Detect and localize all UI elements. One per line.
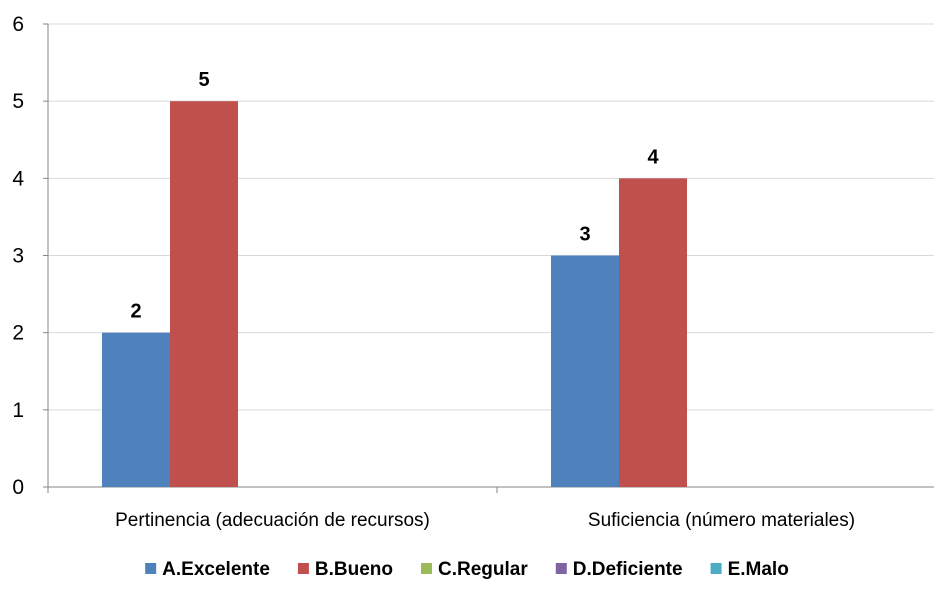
y-tick-label: 3 bbox=[12, 245, 24, 268]
legend-swatch bbox=[421, 563, 433, 574]
y-tick-label: 6 bbox=[12, 13, 24, 36]
data-label: 4 bbox=[647, 146, 659, 168]
y-tick-label: 2 bbox=[12, 322, 24, 345]
bar-b-bueno-0 bbox=[170, 101, 238, 488]
bar-b-bueno-1 bbox=[619, 178, 687, 488]
legend-entry-e-malo: E.Malo bbox=[728, 559, 789, 580]
x-category-label: Pertinencia (adecuación de recursos) bbox=[115, 510, 430, 531]
data-label: 5 bbox=[198, 69, 209, 91]
legend-entry-a-excelente: A.Excelente bbox=[162, 559, 270, 580]
legend-swatch bbox=[145, 563, 157, 574]
legend-entry-b-bueno: B.Bueno bbox=[315, 559, 393, 580]
legend-entry-d-deficiente: D.Deficiente bbox=[573, 559, 683, 580]
y-tick-label: 5 bbox=[12, 90, 24, 113]
legend-swatch bbox=[297, 563, 309, 574]
y-tick-label: 4 bbox=[12, 167, 24, 190]
y-tick-label: 1 bbox=[12, 399, 24, 422]
data-label: 2 bbox=[130, 301, 141, 323]
data-label: 3 bbox=[579, 224, 590, 246]
legend-swatch bbox=[710, 563, 722, 574]
bar-a-excelente-1 bbox=[551, 255, 619, 487]
x-category-label: Suficiencia (número materiales) bbox=[588, 510, 855, 531]
legend-swatch bbox=[555, 563, 567, 574]
y-tick-label: 0 bbox=[12, 476, 24, 499]
legend-entry-c-regular: C.Regular bbox=[438, 559, 528, 580]
bar-a-excelente-0 bbox=[102, 332, 170, 487]
